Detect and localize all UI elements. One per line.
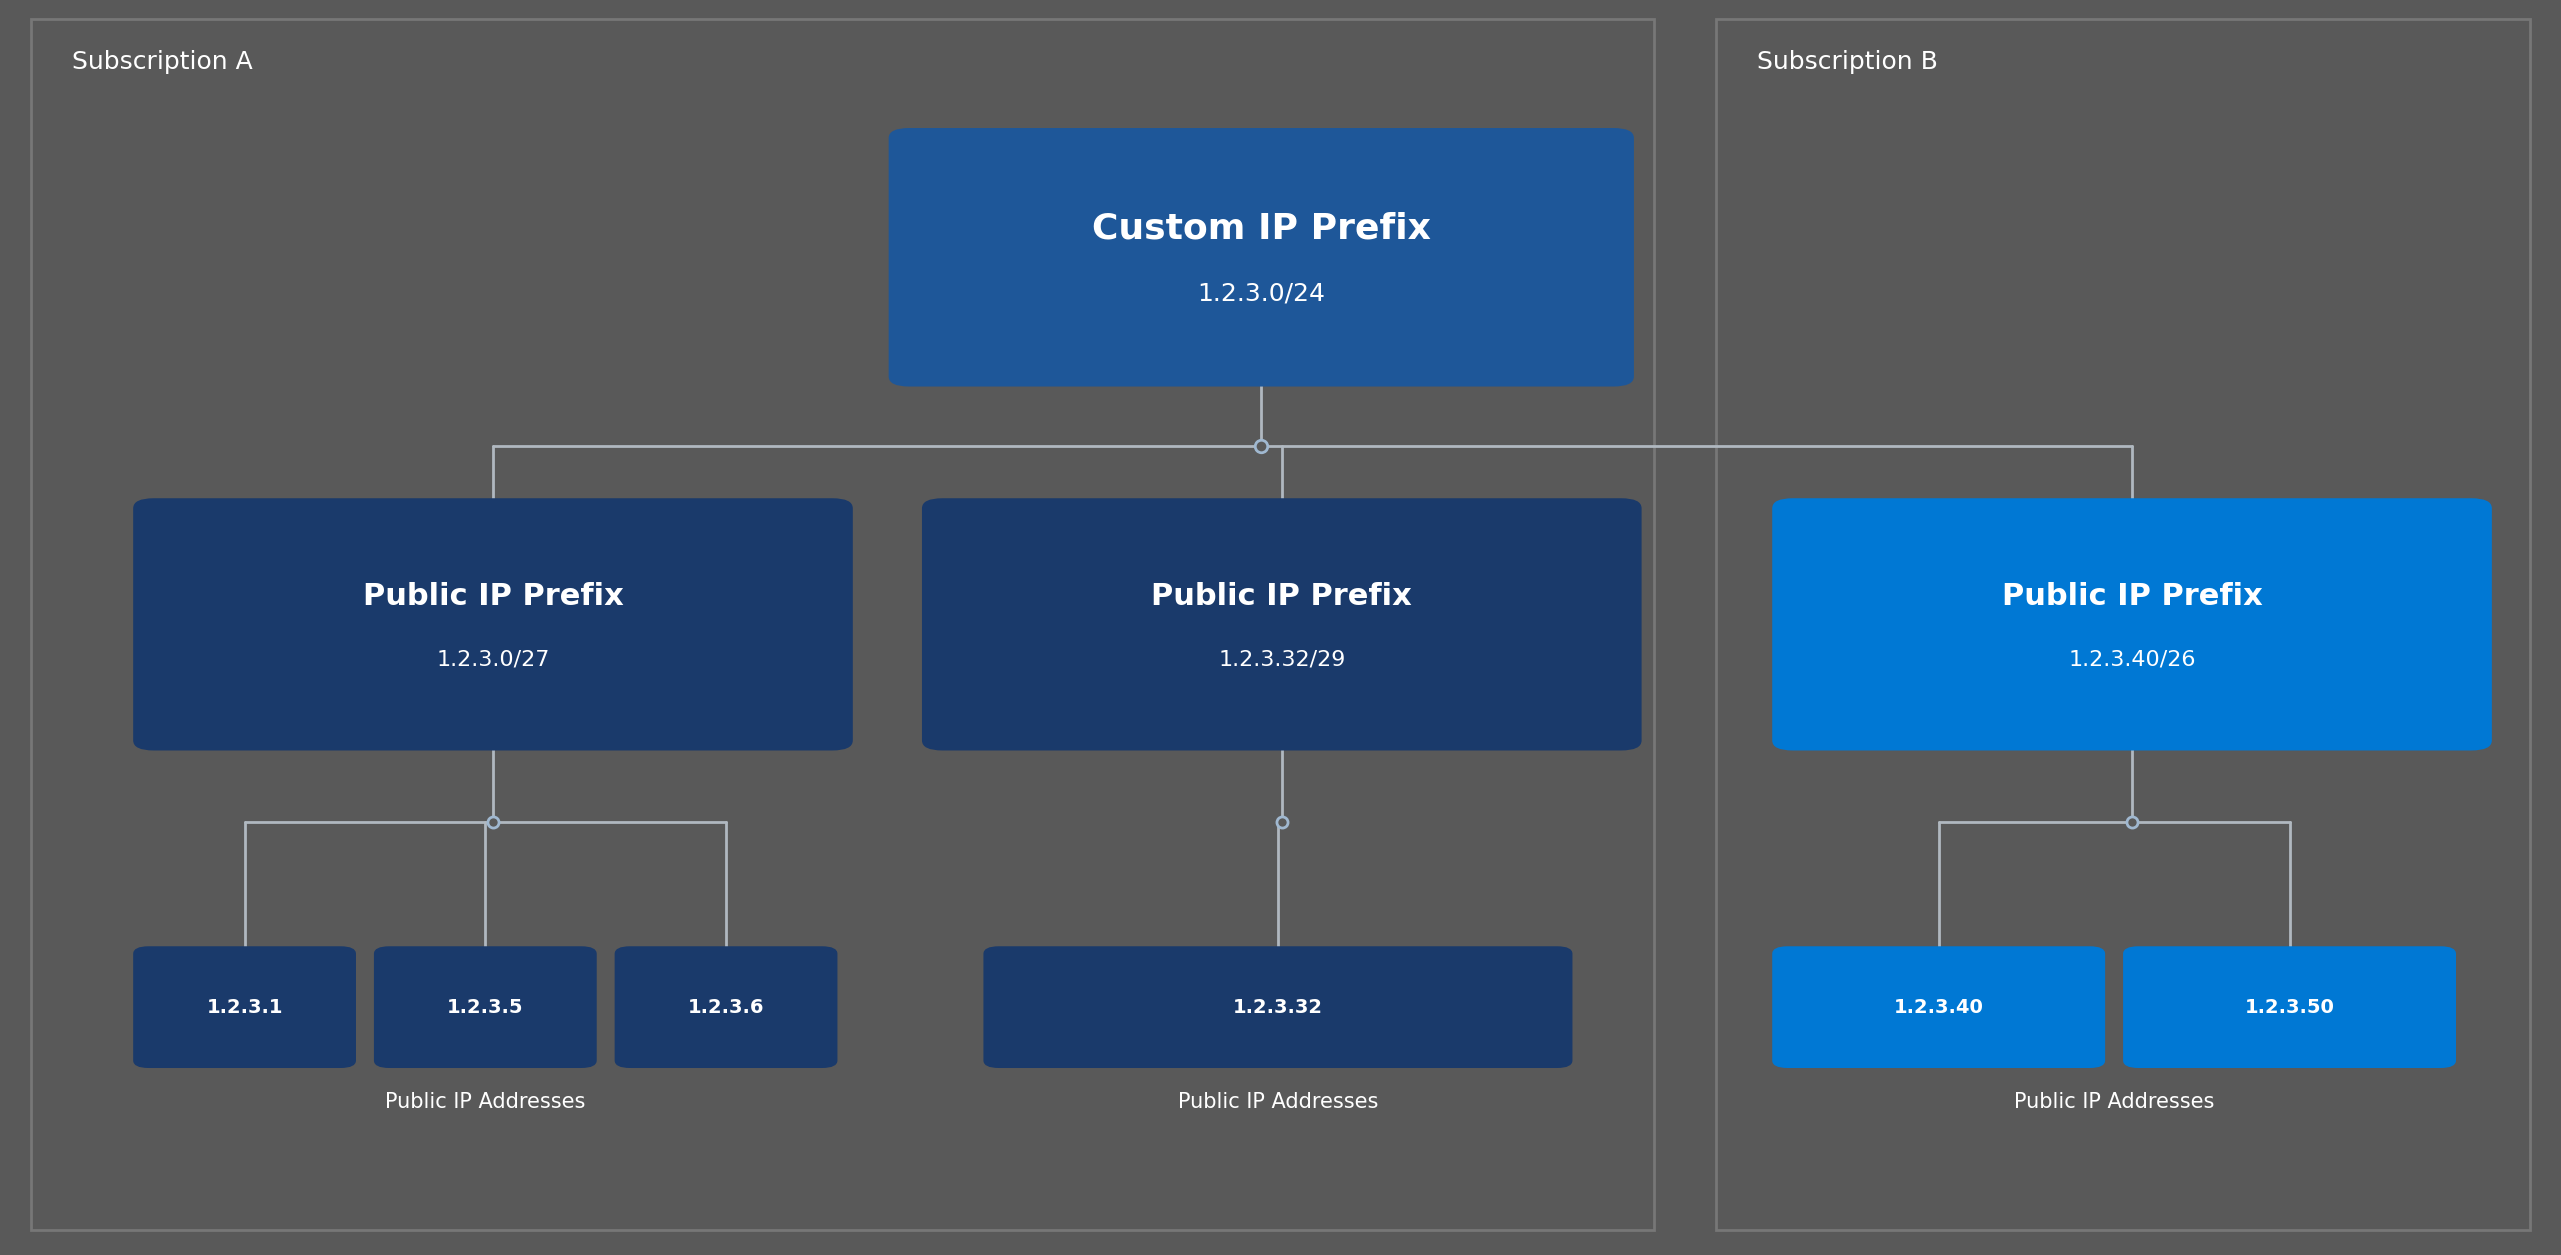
- Text: Public IP Addresses: Public IP Addresses: [2013, 1092, 2215, 1112]
- Text: 1.2.3.32/29: 1.2.3.32/29: [1219, 649, 1345, 669]
- Text: Public IP Addresses: Public IP Addresses: [384, 1092, 586, 1112]
- Bar: [1716, 19, 2530, 1230]
- Text: 1.2.3.6: 1.2.3.6: [689, 998, 763, 1017]
- FancyBboxPatch shape: [1772, 498, 2492, 750]
- Text: Subscription B: Subscription B: [1757, 50, 1939, 74]
- Text: Public IP Addresses: Public IP Addresses: [1178, 1092, 1378, 1112]
- Text: 1.2.3.50: 1.2.3.50: [2243, 998, 2336, 1017]
- FancyBboxPatch shape: [889, 128, 1634, 387]
- Text: 1.2.3.5: 1.2.3.5: [448, 998, 522, 1017]
- Text: 1.2.3.0/24: 1.2.3.0/24: [1199, 281, 1324, 305]
- FancyBboxPatch shape: [983, 946, 1572, 1068]
- Text: 1.2.3.40: 1.2.3.40: [1893, 998, 1985, 1017]
- FancyBboxPatch shape: [1772, 946, 2105, 1068]
- Text: Subscription A: Subscription A: [72, 50, 254, 74]
- Text: 1.2.3.0/27: 1.2.3.0/27: [435, 649, 551, 669]
- FancyBboxPatch shape: [615, 946, 837, 1068]
- FancyBboxPatch shape: [133, 498, 853, 750]
- Text: Public IP Prefix: Public IP Prefix: [364, 582, 622, 611]
- Text: 1.2.3.1: 1.2.3.1: [207, 998, 282, 1017]
- FancyBboxPatch shape: [2123, 946, 2456, 1068]
- Text: 1.2.3.32: 1.2.3.32: [1232, 998, 1324, 1017]
- FancyBboxPatch shape: [133, 946, 356, 1068]
- Text: Custom IP Prefix: Custom IP Prefix: [1091, 212, 1432, 246]
- Bar: [31, 19, 1654, 1230]
- Text: 1.2.3.40/26: 1.2.3.40/26: [2069, 649, 2195, 669]
- Text: Public IP Prefix: Public IP Prefix: [2003, 582, 2261, 611]
- FancyBboxPatch shape: [374, 946, 597, 1068]
- FancyBboxPatch shape: [922, 498, 1642, 750]
- Text: Public IP Prefix: Public IP Prefix: [1152, 582, 1411, 611]
